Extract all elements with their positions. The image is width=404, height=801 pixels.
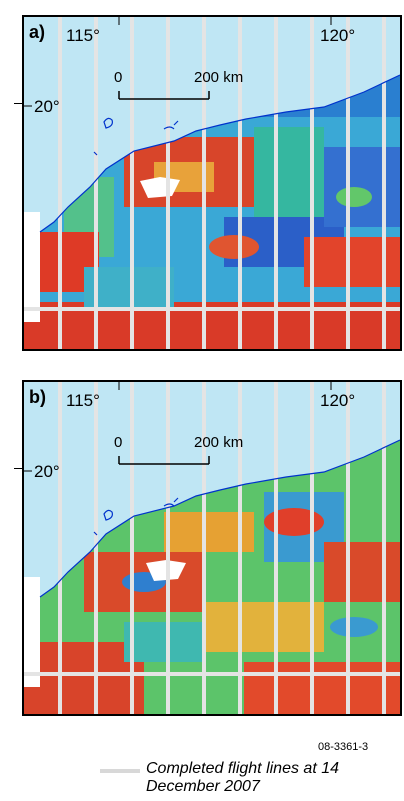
longitude-label-right-b: 120°	[320, 391, 356, 410]
legend-swatch	[100, 769, 140, 773]
lat-tick-b	[14, 468, 24, 469]
scale-end-a: 200 km	[194, 69, 244, 86]
longitude-label-left-a: 115°	[66, 26, 100, 45]
longitude-label-left-b: 115°	[66, 391, 100, 410]
figure-id: 08-3361-3	[318, 741, 369, 753]
survey-map-a	[24, 17, 400, 349]
latitude-label-a: 20°	[34, 97, 60, 116]
scale-start-b: 0	[114, 434, 123, 451]
longitude-label-right-a: 120°	[320, 26, 356, 45]
lat-tick-a	[14, 103, 24, 104]
panel-label-a: a)	[29, 22, 46, 42]
scale-end-b: 200 km	[194, 434, 244, 451]
map-panel-a: a) 115° 120° 20° 0 200 km	[22, 15, 402, 351]
scale-start-a: 0	[114, 69, 123, 86]
latitude-label-b: 20°	[34, 462, 60, 481]
legend-text: Completed flight lines at 14 December 20…	[146, 760, 339, 795]
map-panel-b: b) 115° 120° 20° 0 200 km	[22, 380, 402, 716]
survey-map-b	[24, 382, 400, 714]
panel-label-b: b)	[29, 387, 46, 407]
